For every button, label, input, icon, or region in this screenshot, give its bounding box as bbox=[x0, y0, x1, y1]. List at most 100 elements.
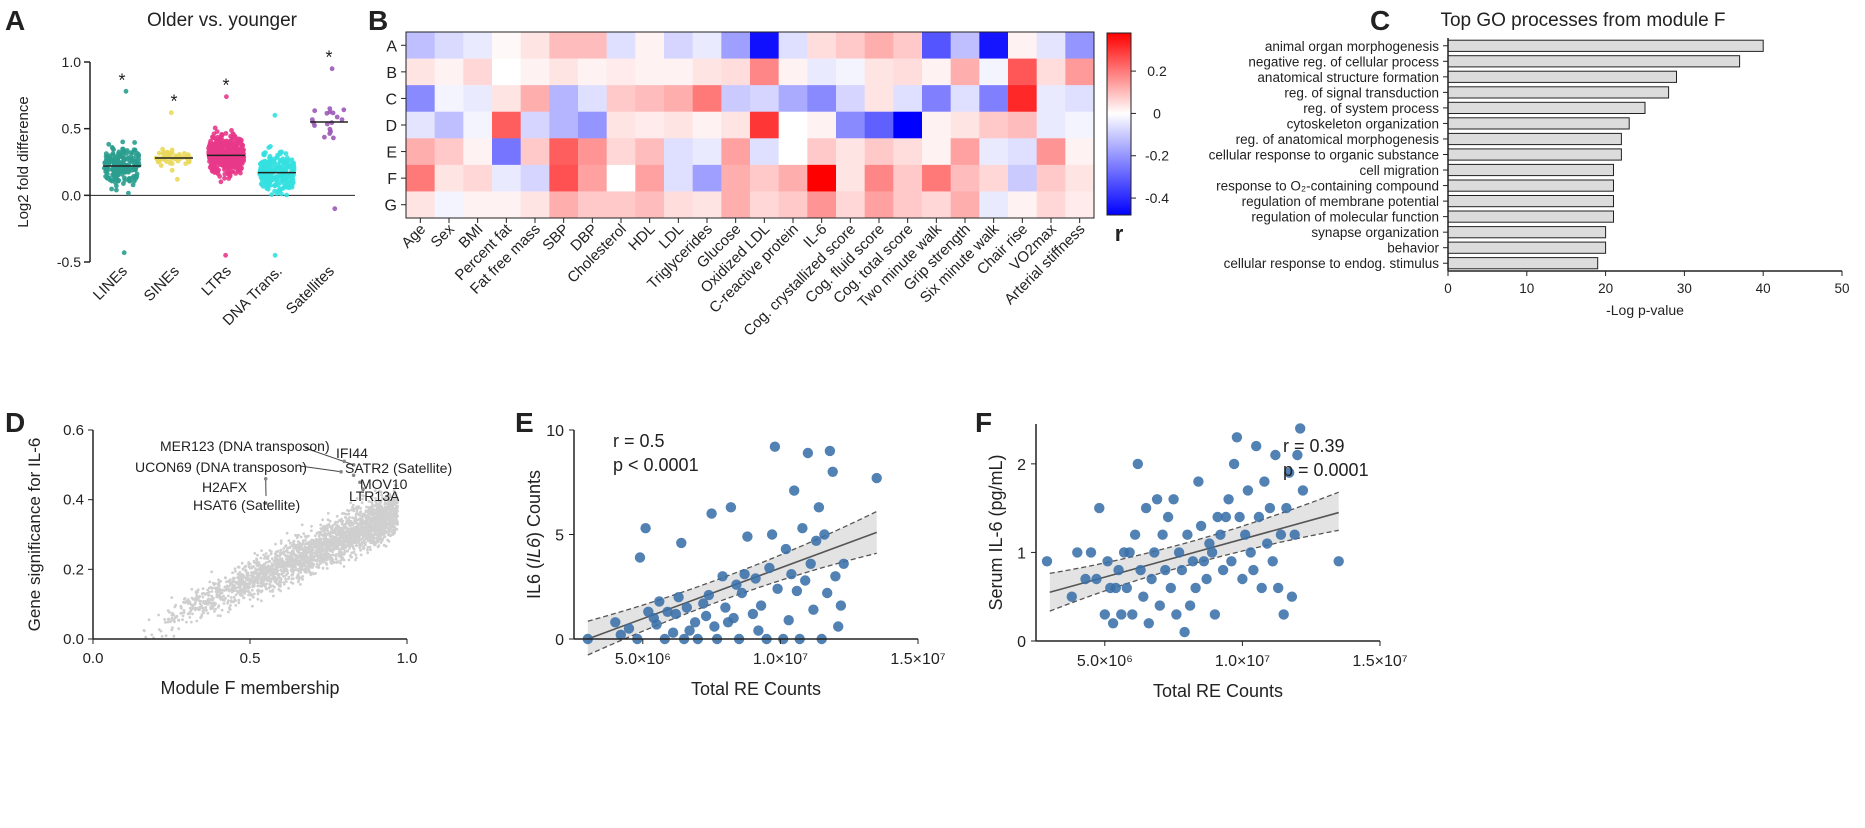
d-point bbox=[394, 501, 398, 504]
d-point bbox=[210, 590, 214, 593]
b-cell bbox=[836, 58, 866, 86]
b-cell bbox=[893, 85, 923, 113]
d-point bbox=[172, 613, 176, 617]
a-point bbox=[185, 152, 191, 158]
d-point bbox=[304, 539, 307, 542]
p5-point bbox=[1275, 529, 1287, 540]
d-point bbox=[366, 545, 370, 549]
d-point bbox=[251, 585, 255, 589]
a-point bbox=[128, 150, 134, 156]
a-point bbox=[225, 144, 231, 150]
d-point bbox=[319, 562, 322, 565]
d-point bbox=[227, 589, 231, 593]
b-cell bbox=[492, 111, 522, 139]
a-significance-star: * bbox=[118, 70, 125, 90]
d-point bbox=[187, 611, 191, 615]
b-column-label: Age bbox=[398, 221, 429, 252]
d-point bbox=[342, 565, 346, 568]
d-point bbox=[300, 543, 304, 547]
b-cell bbox=[578, 58, 608, 86]
a-point bbox=[277, 188, 283, 193]
d-point bbox=[365, 528, 368, 532]
d-point bbox=[388, 499, 392, 503]
p5-point bbox=[1154, 600, 1166, 611]
d-point bbox=[233, 598, 237, 601]
p4-point bbox=[802, 447, 814, 459]
b-cell bbox=[979, 32, 1009, 59]
b-row-label: F bbox=[387, 171, 397, 188]
d-point bbox=[224, 576, 228, 580]
a-point bbox=[168, 110, 174, 116]
d-point bbox=[342, 553, 346, 556]
b-cell bbox=[692, 138, 722, 166]
b-colorbar-label: r bbox=[1115, 221, 1124, 246]
a-point bbox=[223, 252, 229, 258]
d-point bbox=[389, 523, 392, 526]
d-point bbox=[253, 581, 256, 584]
a-point bbox=[212, 125, 218, 131]
d-point bbox=[361, 494, 364, 497]
d-annotated-point bbox=[351, 473, 356, 478]
p4-point bbox=[728, 612, 739, 624]
b-cell bbox=[549, 111, 579, 139]
d-point bbox=[302, 541, 305, 545]
d-point bbox=[371, 536, 375, 539]
d-point bbox=[232, 589, 236, 592]
d-point bbox=[177, 627, 181, 631]
a-point bbox=[114, 158, 119, 164]
d-point bbox=[358, 536, 361, 539]
a-point bbox=[114, 187, 119, 193]
d-point bbox=[284, 560, 287, 564]
d-point bbox=[356, 529, 360, 533]
c-bar bbox=[1447, 70, 1677, 83]
d-point bbox=[241, 590, 245, 594]
b-cell bbox=[1036, 164, 1066, 192]
d-point bbox=[290, 544, 294, 547]
a-point bbox=[274, 191, 280, 196]
p4-point bbox=[827, 466, 838, 477]
p4-point bbox=[739, 569, 750, 580]
d-point bbox=[321, 560, 325, 564]
d-point bbox=[352, 533, 356, 536]
b-cell bbox=[807, 32, 837, 59]
d-point bbox=[335, 547, 339, 551]
p5-point bbox=[1091, 573, 1102, 585]
d-point bbox=[265, 561, 268, 564]
d-point bbox=[291, 571, 295, 575]
d-point bbox=[277, 565, 281, 569]
d-point bbox=[198, 600, 202, 603]
b-cell bbox=[1036, 191, 1066, 219]
d-point bbox=[256, 574, 259, 578]
panel-letter-a: A bbox=[5, 5, 25, 36]
d-point bbox=[204, 608, 208, 612]
b-cell bbox=[520, 164, 550, 192]
c-x-tick-label: 20 bbox=[1598, 281, 1613, 296]
d-point bbox=[268, 559, 272, 563]
d-point bbox=[334, 527, 338, 531]
d-point bbox=[201, 595, 205, 599]
a-ylabel: Log2 fold difference bbox=[15, 96, 32, 228]
d-point bbox=[334, 557, 338, 561]
b-cell bbox=[979, 191, 1009, 219]
p5-point bbox=[1124, 547, 1135, 558]
c-bar bbox=[1447, 210, 1614, 223]
d-point bbox=[317, 548, 320, 552]
a-point bbox=[329, 66, 335, 72]
d-point bbox=[343, 546, 347, 550]
d-point bbox=[268, 589, 272, 593]
p5-point bbox=[1237, 573, 1248, 585]
p5-point bbox=[1234, 511, 1245, 523]
d-point bbox=[248, 598, 252, 601]
d-point bbox=[223, 585, 227, 589]
d-point bbox=[252, 595, 255, 599]
d-point bbox=[285, 580, 288, 583]
d-annotation-label: MOV10 bbox=[360, 476, 408, 492]
d-point bbox=[380, 537, 384, 541]
d-point bbox=[252, 561, 256, 564]
d-point bbox=[308, 540, 311, 544]
d-point bbox=[392, 501, 396, 505]
c-bar bbox=[1447, 163, 1614, 177]
b-cell bbox=[1008, 58, 1038, 86]
p5-point bbox=[1262, 538, 1273, 549]
d-point bbox=[317, 534, 321, 538]
